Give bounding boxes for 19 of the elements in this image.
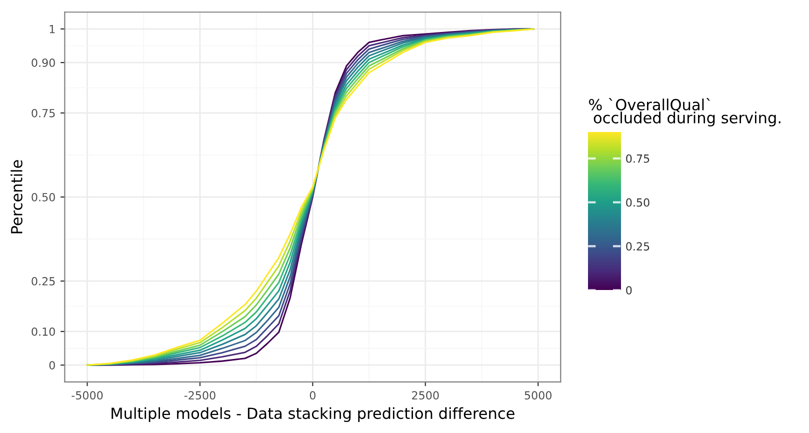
y-axis-title: Percentile xyxy=(10,160,22,234)
x-tick-label: 2500 xyxy=(412,391,439,400)
y-tick-label: 0.10 xyxy=(32,327,55,336)
x-axis-title: Multiple models - Data stacking prediction difference xyxy=(112,407,514,422)
x-tick-label: -5000 xyxy=(72,391,103,400)
y-tick-label: 0.90 xyxy=(32,58,55,67)
y-tick-label: 0 xyxy=(49,361,55,370)
color-bar-label: 0.25 xyxy=(626,242,650,251)
color-bar-label: 0.50 xyxy=(626,198,650,207)
color-bar-label: 0 xyxy=(626,286,632,294)
y-tick-label: 0.25 xyxy=(32,277,55,286)
y-tick-label: 0.75 xyxy=(32,108,55,118)
x-tick-label: -2500 xyxy=(184,391,216,400)
color-bar-title: % `OverallQual` occluded during serving. xyxy=(588,98,780,126)
x-tick-label: 5000 xyxy=(524,391,552,400)
color-bar-label: 0.75 xyxy=(626,154,650,163)
y-tick-label: 1 xyxy=(50,25,55,34)
y-tick-label: 0.50 xyxy=(32,192,55,202)
x-tick-label: 0 xyxy=(310,391,316,400)
